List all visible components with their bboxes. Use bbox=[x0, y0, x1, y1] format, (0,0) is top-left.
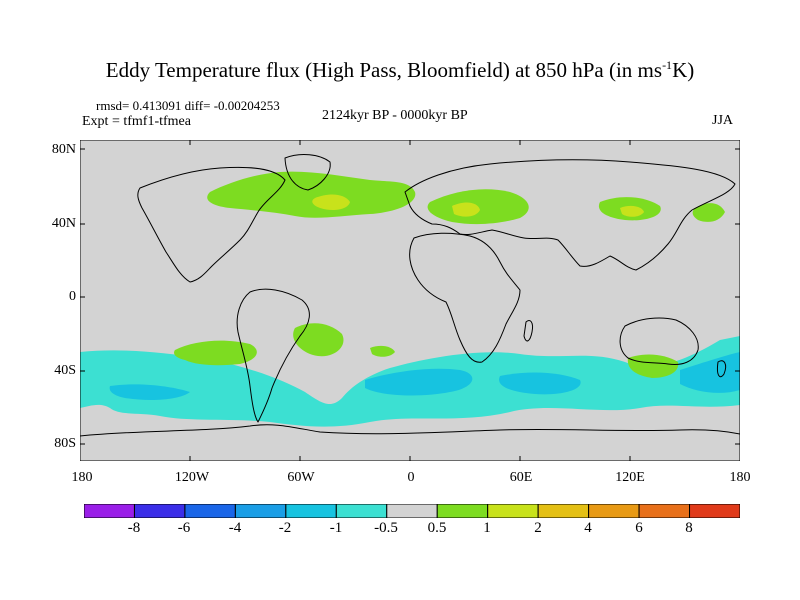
south-america-coastline bbox=[236, 288, 310, 423]
colorbar-label: -1 bbox=[329, 520, 343, 536]
x-tick-label: 60W bbox=[287, 470, 315, 485]
colorbar-swatch bbox=[285, 504, 337, 518]
period-label: 2124kyr BP - 0000kyr BP bbox=[322, 108, 468, 123]
plot-title: Eddy Temperature flux (High Pass, Bloomf… bbox=[0, 58, 800, 83]
x-tick-label: 180 bbox=[71, 470, 93, 485]
colorbar bbox=[84, 504, 740, 518]
plot-title-text: Eddy Temperature flux (High Pass, Bloomf… bbox=[105, 58, 663, 82]
x-tick-label: 120E bbox=[615, 470, 645, 485]
colorbar-label: 1 bbox=[483, 520, 491, 536]
colorbar-swatch bbox=[84, 504, 135, 518]
colorbar-swatch bbox=[335, 504, 388, 518]
north-pacific-positive-region bbox=[692, 203, 725, 222]
south-atlantic-positive-region bbox=[293, 323, 344, 357]
colorbar-label: 0.5 bbox=[427, 520, 447, 536]
colorbar-swatch bbox=[184, 504, 236, 518]
x-tick-label: 120W bbox=[174, 470, 210, 485]
southern-ocean-core-region bbox=[499, 372, 581, 395]
new-zealand-coastline bbox=[717, 360, 727, 378]
colorbar-swatch bbox=[234, 504, 287, 518]
southern-ocean-core-region bbox=[365, 368, 473, 396]
plot-title-exponent: -1 bbox=[662, 58, 673, 72]
colorbar-label: -2 bbox=[278, 520, 292, 536]
madagascar-coastline bbox=[523, 319, 533, 342]
south-pacific-positive-region bbox=[174, 340, 257, 366]
eurasia-core-region bbox=[452, 202, 480, 217]
colorbar-label: 2 bbox=[534, 520, 542, 536]
coastline-layer bbox=[80, 154, 740, 437]
plot-title-tail: K) bbox=[672, 58, 695, 82]
colorbar-label: -0.5 bbox=[374, 520, 398, 536]
greenland-coastline bbox=[284, 154, 331, 191]
tick-marks bbox=[80, 140, 740, 461]
x-tick-label: 60E bbox=[509, 470, 533, 485]
north-atlantic-core-region bbox=[312, 194, 350, 210]
colorbar-label: -8 bbox=[127, 520, 141, 536]
stats-line: rmsd= 0.413091 diff= -0.00204253 bbox=[96, 98, 280, 113]
experiment-label: Expt = tfmf1-tfmea bbox=[82, 114, 191, 129]
south-atlantic-positive-region bbox=[370, 345, 395, 357]
antarctica-coastline bbox=[80, 424, 740, 437]
colorbar-swatch bbox=[436, 504, 489, 518]
x-tick-label: 180 bbox=[729, 470, 751, 485]
colorbar-label: -4 bbox=[228, 520, 242, 536]
eurasia-coastline bbox=[404, 159, 736, 271]
y-tick-label: 40S bbox=[54, 363, 76, 378]
eurasia-core-region bbox=[620, 205, 644, 217]
colorbar-swatch bbox=[133, 504, 186, 518]
southern-ocean-core-region bbox=[109, 384, 190, 400]
y-tick-label: 0 bbox=[69, 289, 76, 304]
field-layer bbox=[80, 171, 740, 427]
y-tick-label: 80S bbox=[54, 436, 76, 451]
x-tick-label: 0 bbox=[407, 470, 415, 485]
y-tick-label: 80N bbox=[51, 142, 76, 157]
north-america-coastline bbox=[137, 166, 286, 283]
colorbar-swatch bbox=[638, 504, 691, 518]
colorbar-swatch bbox=[689, 504, 740, 518]
season-label: JJA bbox=[712, 113, 734, 128]
colorbar-swatch bbox=[386, 504, 438, 518]
colorbar-swatch bbox=[487, 504, 539, 518]
colorbar-swatch bbox=[588, 504, 640, 518]
australia-positive-region bbox=[627, 354, 679, 378]
colorbar-label: 8 bbox=[685, 520, 693, 536]
colorbar-label: 4 bbox=[584, 520, 592, 536]
colorbar-label: -6 bbox=[177, 520, 191, 536]
australia-coastline bbox=[619, 317, 699, 365]
colorbar-swatch bbox=[537, 504, 590, 518]
world-map bbox=[80, 140, 740, 461]
north-atlantic-positive-region bbox=[207, 171, 416, 218]
africa-coastline bbox=[409, 232, 521, 363]
y-tick-label: 40N bbox=[51, 216, 76, 231]
colorbar-label: 6 bbox=[635, 520, 643, 536]
